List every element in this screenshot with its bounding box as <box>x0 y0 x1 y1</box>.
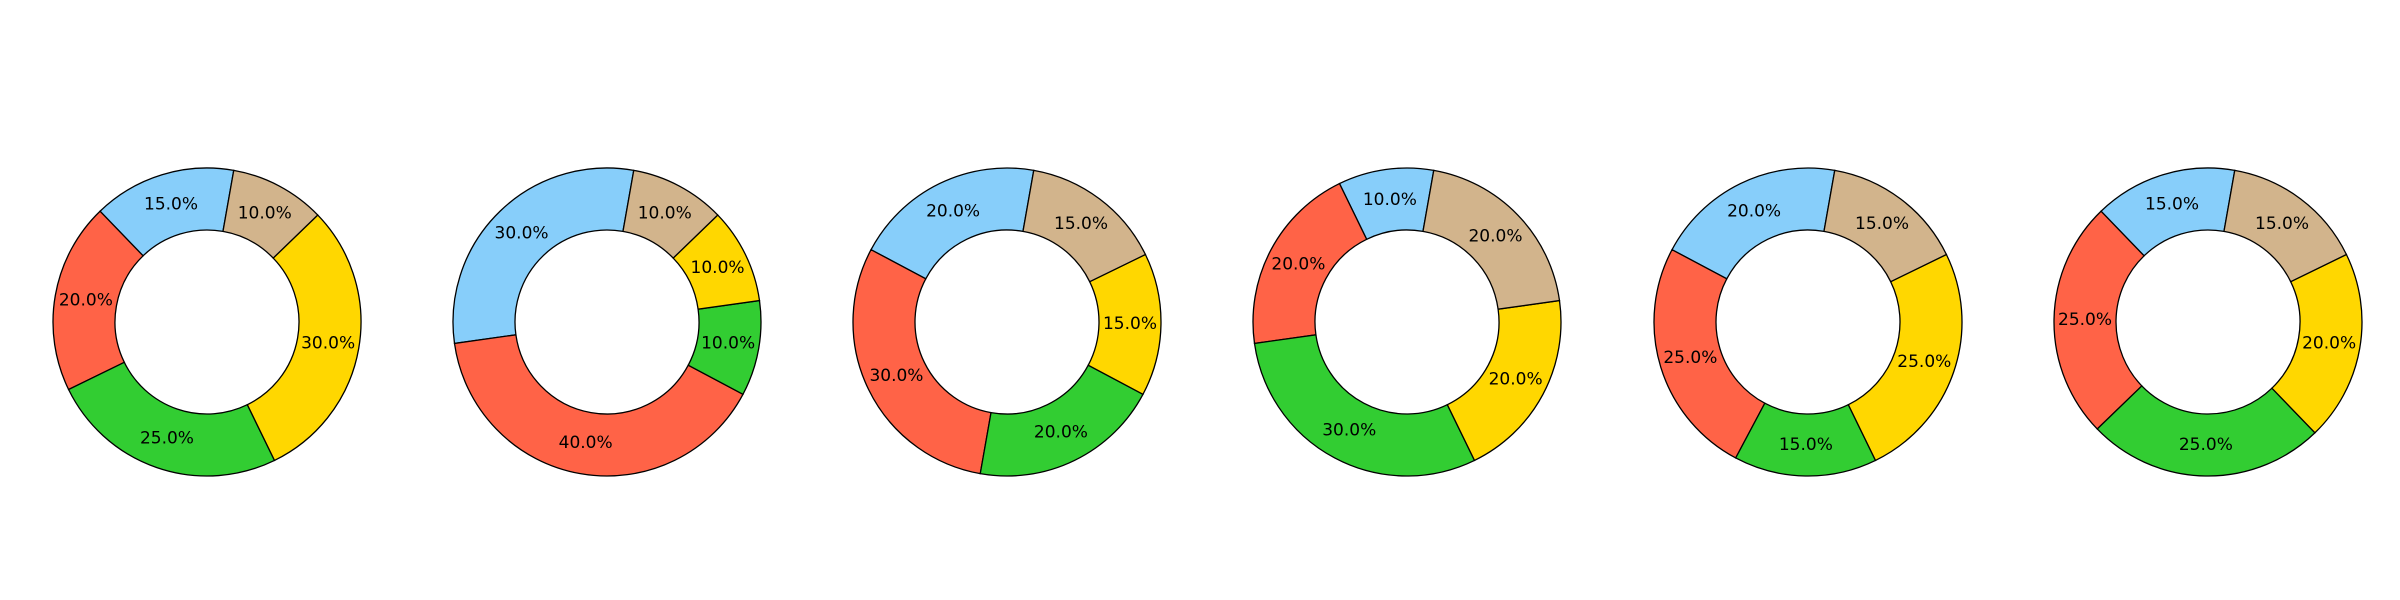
donut-5-label-4: 25.0% <box>1897 352 1951 372</box>
donut-chart-6: 15.0% 25.0% 25.0% 20.0% 15.0% <box>2054 168 2362 476</box>
donut-3-label-1: 20.0% <box>926 201 980 221</box>
donut-2-label-4: 10.0% <box>691 258 745 278</box>
donut-1-label-2: 20.0% <box>59 291 113 311</box>
donut-5-label-1: 20.0% <box>1727 201 1781 221</box>
donut-6-label-5: 15.0% <box>2255 214 2309 234</box>
donut-4-label-3: 30.0% <box>1322 421 1376 441</box>
donut-6-label-2: 25.0% <box>2058 310 2112 330</box>
donut-2-label-3: 10.0% <box>701 333 755 353</box>
donut-1-label-3: 25.0% <box>140 428 194 448</box>
donut-3-label-3: 20.0% <box>1034 423 1088 443</box>
donut-chart-1: 15.0% 20.0% 25.0% 30.0% 10.0% <box>53 168 361 476</box>
donut-5-label-5: 15.0% <box>1855 214 1909 234</box>
donut-chart-4: 10.0% 20.0% 30.0% 20.0% 20.0% <box>1253 168 1561 476</box>
donut-chart-5: 20.0% 25.0% 15.0% 25.0% 15.0% <box>1654 168 1962 476</box>
donut-3-slice-2 <box>853 250 991 474</box>
donut-2-slice-1 <box>453 168 634 343</box>
donut-4-label-5: 20.0% <box>1468 227 1522 247</box>
donut-4-label-4: 20.0% <box>1489 370 1543 390</box>
donut-5-label-2: 25.0% <box>1663 348 1717 368</box>
donut-4-slice-3 <box>1254 335 1474 476</box>
donut-1-label-1: 15.0% <box>144 194 198 214</box>
donut-2-label-1: 30.0% <box>495 224 549 244</box>
donut-4-label-1: 10.0% <box>1363 190 1417 210</box>
donut-2-label-2: 40.0% <box>559 433 613 453</box>
donut-3-label-4: 15.0% <box>1103 314 1157 334</box>
donut-6-label-1: 15.0% <box>2145 194 2199 214</box>
donut-4-label-2: 20.0% <box>1271 254 1325 274</box>
donut-chart-3: 20.0% 30.0% 20.0% 15.0% 15.0% <box>853 168 1161 476</box>
donut-5-label-3: 15.0% <box>1779 435 1833 455</box>
donut-1-slice-3 <box>69 362 275 476</box>
donut-chart-2: 30.0% 40.0% 10.0% 10.0% 10.0% <box>453 168 761 476</box>
donut-1-label-5: 10.0% <box>238 203 292 223</box>
donut-3-label-5: 15.0% <box>1054 214 1108 234</box>
donut-6-label-3: 25.0% <box>2179 435 2233 455</box>
donut-2-label-5: 10.0% <box>638 203 692 223</box>
donut-1-label-4: 30.0% <box>301 333 355 353</box>
donut-3-label-2: 30.0% <box>869 366 923 386</box>
donut-6-label-4: 20.0% <box>2302 333 2356 353</box>
